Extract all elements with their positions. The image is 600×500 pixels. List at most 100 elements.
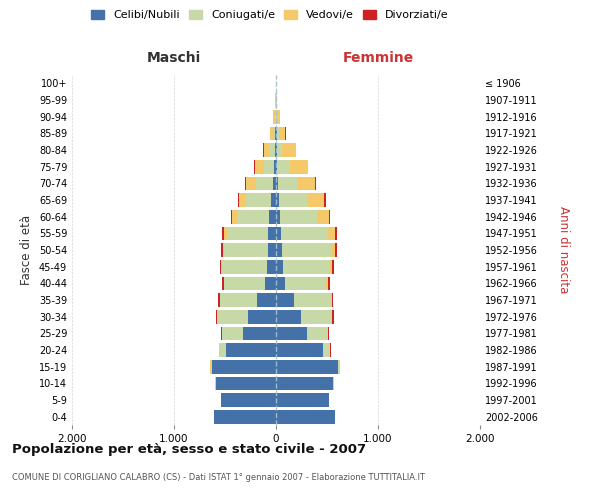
Bar [276, 226, 281, 240]
Bar [276, 326, 307, 340]
Bar [276, 376, 333, 390]
Bar [248, 310, 276, 324]
Text: Maschi: Maschi [147, 51, 201, 65]
Bar [246, 193, 271, 207]
Bar [332, 310, 334, 324]
Bar [256, 176, 273, 190]
Bar [239, 193, 246, 207]
Bar [290, 160, 308, 173]
Bar [257, 293, 276, 307]
Bar [267, 260, 276, 274]
Bar [275, 126, 276, 140]
Bar [332, 293, 334, 307]
Bar [227, 226, 268, 240]
Bar [222, 326, 244, 340]
Bar [224, 226, 227, 240]
Bar [276, 410, 335, 424]
Bar [222, 276, 224, 290]
Bar [278, 176, 297, 190]
Bar [215, 310, 217, 324]
Bar [254, 160, 264, 173]
Bar [317, 210, 329, 224]
Text: Popolazione per età, sesso e stato civile - 2007: Popolazione per età, sesso e stato civil… [12, 442, 366, 456]
Bar [268, 243, 276, 257]
Bar [245, 176, 247, 190]
Bar [276, 193, 278, 207]
Bar [211, 360, 212, 374]
Bar [221, 393, 276, 407]
Bar [220, 343, 226, 357]
Bar [273, 176, 276, 190]
Bar [325, 193, 326, 207]
Bar [281, 226, 328, 240]
Bar [232, 210, 237, 224]
Bar [226, 343, 276, 357]
Legend: Celibi/Nubili, Coniugati/e, Vedovi/e, Divorziati/e: Celibi/Nubili, Coniugati/e, Vedovi/e, Di… [87, 6, 453, 25]
Bar [223, 226, 224, 240]
Bar [279, 126, 286, 140]
Bar [212, 360, 276, 374]
Bar [328, 326, 329, 340]
Bar [275, 143, 276, 157]
Bar [276, 343, 323, 357]
Bar [294, 293, 331, 307]
Y-axis label: Fasce di età: Fasce di età [20, 215, 33, 285]
Bar [247, 176, 256, 190]
Bar [276, 260, 283, 274]
Bar [307, 326, 328, 340]
Bar [276, 160, 277, 173]
Bar [335, 226, 337, 240]
Bar [271, 193, 276, 207]
Bar [230, 210, 232, 224]
Bar [222, 260, 267, 274]
Bar [277, 160, 290, 173]
Y-axis label: Anni di nascita: Anni di nascita [557, 206, 570, 294]
Bar [283, 143, 296, 157]
Bar [276, 243, 281, 257]
Bar [278, 193, 308, 207]
Bar [335, 243, 337, 257]
Bar [274, 160, 276, 173]
Bar [276, 143, 277, 157]
Bar [277, 126, 279, 140]
Bar [276, 310, 301, 324]
Bar [331, 243, 335, 257]
Bar [271, 143, 275, 157]
Bar [216, 376, 276, 390]
Text: COMUNE DI CORIGLIANO CALABRO (CS) - Dati ISTAT 1° gennaio 2007 - Elaborazione TU: COMUNE DI CORIGLIANO CALABRO (CS) - Dati… [12, 473, 425, 482]
Bar [276, 176, 278, 190]
Bar [220, 293, 257, 307]
Bar [238, 193, 239, 207]
Bar [221, 243, 223, 257]
Bar [273, 110, 275, 124]
Bar [338, 360, 340, 374]
Bar [223, 243, 224, 257]
Bar [332, 260, 334, 274]
Bar [285, 276, 326, 290]
Bar [276, 293, 294, 307]
Bar [330, 260, 332, 274]
Bar [315, 176, 316, 190]
Bar [217, 310, 248, 324]
Bar [264, 143, 271, 157]
Bar [276, 276, 285, 290]
Bar [308, 193, 325, 207]
Bar [269, 210, 276, 224]
Bar [323, 343, 330, 357]
Bar [277, 143, 283, 157]
Bar [301, 310, 332, 324]
Bar [214, 410, 276, 424]
Bar [244, 326, 276, 340]
Bar [276, 393, 329, 407]
Bar [268, 226, 276, 240]
Bar [280, 210, 317, 224]
Bar [277, 110, 280, 124]
Bar [274, 126, 275, 140]
Bar [276, 210, 280, 224]
Bar [270, 126, 274, 140]
Bar [281, 243, 331, 257]
Bar [326, 276, 328, 290]
Bar [276, 360, 338, 374]
Bar [283, 260, 330, 274]
Bar [265, 276, 276, 290]
